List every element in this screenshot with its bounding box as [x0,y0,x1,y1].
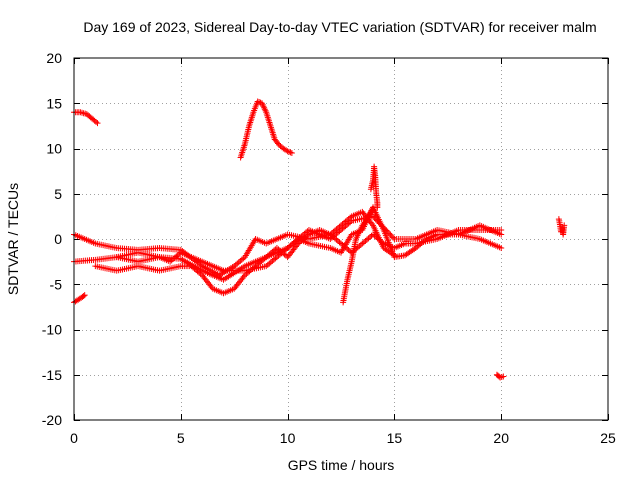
data-point-marker [80,293,87,300]
x-tick-label: 20 [493,430,509,446]
data-point-marker [379,223,386,230]
data-point-marker [287,149,294,156]
y-tick-label: 20 [46,50,62,66]
x-axis-label: GPS time / hours [288,457,395,473]
y-tick-label: -15 [42,367,62,383]
grid-layer [74,58,608,420]
x-tick-label: 15 [387,430,403,446]
y-tick-label: -5 [50,276,63,292]
y-tick-label: 10 [46,141,62,157]
data-point-marker [374,217,381,224]
x-tick-label: 0 [70,430,78,446]
data-point-marker [93,118,100,125]
data-point-marker [386,230,393,237]
data-point-marker [81,292,88,299]
y-tick-label: -20 [42,412,62,428]
data-point-marker [500,373,507,380]
y-tick-label: 5 [54,186,62,202]
x-tick-label: 5 [177,430,185,446]
data-point-marker [375,219,382,226]
data-point-marker [372,216,379,223]
data-point-marker [288,150,295,157]
data-point-marker [384,228,391,235]
data-point-marker [388,233,395,240]
data-point-marker [390,234,397,241]
data-point-marker [561,222,568,229]
data-point-marker [380,224,387,231]
data-point-marker [94,120,101,127]
data-point-marker [376,220,383,227]
axis-layer: 0 5 10 15 20 25 -20 -15 -10 -5 0 5 10 15 20 [42,50,616,446]
data-point-marker [387,231,394,238]
y-tick-label: 15 [46,95,62,111]
marks-layer [71,98,568,381]
x-tick-label: 25 [600,430,616,446]
data-point-marker [374,204,381,211]
x-tick-label: 10 [280,430,296,446]
data-point-marker [371,214,378,221]
data-point-marker [284,148,291,155]
chart-title: Day 169 of 2023, Sidereal Day-to-day VTE… [83,19,596,35]
data-point-marker [382,226,389,233]
y-tick-label: -10 [42,322,62,338]
plot-frame [73,57,609,421]
y-axis-label: SDTVAR / TECUs [5,183,21,295]
data-point-marker [254,98,261,105]
data-point-marker [256,99,263,106]
data-point-marker [378,221,385,228]
data-point-marker [498,245,505,252]
y-tick-label: 0 [54,231,62,247]
data-point-marker [286,148,293,155]
data-point-marker [498,231,505,238]
data-point-marker [383,227,390,234]
